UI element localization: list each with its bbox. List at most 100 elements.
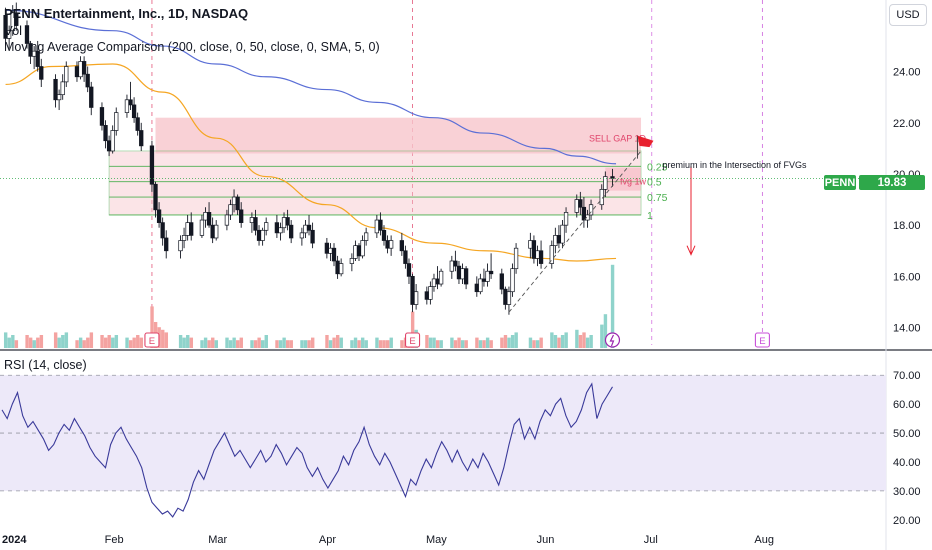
candle xyxy=(424,286,429,305)
candle-body xyxy=(260,229,265,241)
candle-body xyxy=(413,291,419,305)
x-tick-label-3: Apr xyxy=(319,534,336,546)
candle-body xyxy=(14,12,19,26)
volume-bar xyxy=(460,340,465,348)
candle xyxy=(399,232,404,256)
candle-body xyxy=(410,276,415,305)
volume-bar xyxy=(203,337,208,348)
candle-body xyxy=(124,99,130,113)
volume-bar xyxy=(139,337,144,348)
candle xyxy=(239,202,244,228)
candle xyxy=(356,243,362,261)
candle-body xyxy=(360,240,365,257)
volume-bar xyxy=(253,340,258,348)
candle xyxy=(560,220,565,249)
candle xyxy=(381,225,387,246)
candle-body xyxy=(528,240,533,249)
candle-body xyxy=(228,204,233,216)
indicator-label: Moving Average Comparison (200, close, 0… xyxy=(4,40,380,54)
candle xyxy=(449,255,454,279)
candle-body xyxy=(478,278,483,293)
candle xyxy=(513,243,519,274)
volume-bar xyxy=(78,337,83,348)
candle-body xyxy=(78,61,83,78)
volume-bar xyxy=(514,332,518,348)
candle-body xyxy=(56,94,62,101)
candle-body xyxy=(585,214,590,221)
volume-bar xyxy=(428,337,433,348)
candle-body xyxy=(331,247,337,262)
candle xyxy=(306,214,312,236)
volume-bar xyxy=(310,337,315,348)
candle xyxy=(181,227,187,249)
candle-body xyxy=(74,66,80,78)
volume-bar xyxy=(378,340,383,348)
candle-body xyxy=(139,130,144,147)
volume-bar xyxy=(132,337,136,348)
volume-bar xyxy=(182,337,186,348)
candle-body xyxy=(399,240,404,252)
candle xyxy=(485,263,490,287)
rsi-tick-label-0: 70.00 xyxy=(893,370,921,382)
candle xyxy=(153,181,158,218)
volume-bar xyxy=(164,332,169,348)
candle-body xyxy=(356,245,362,257)
candle xyxy=(588,199,594,221)
candle xyxy=(199,214,205,238)
candle-body xyxy=(214,224,219,239)
candle-body xyxy=(103,125,108,142)
volume-bar xyxy=(375,337,379,348)
volume-bar xyxy=(111,337,115,348)
volume-bar xyxy=(400,340,404,348)
volume-bar xyxy=(335,335,340,348)
fvg-zone-label: SELL GAP 1D xyxy=(589,134,647,144)
volume-bar xyxy=(389,337,393,348)
candle-body xyxy=(114,112,119,131)
volume-bar xyxy=(161,329,165,348)
candle-body xyxy=(535,250,540,259)
volume-bar xyxy=(557,337,561,348)
volume-bar xyxy=(250,340,254,348)
candle-body xyxy=(503,288,508,305)
candle-body xyxy=(603,176,608,190)
volume-bar xyxy=(36,337,40,348)
candle-body xyxy=(131,104,137,119)
candle xyxy=(303,220,308,238)
lightning-icon xyxy=(609,334,615,347)
volume-bar xyxy=(232,337,236,348)
candle xyxy=(264,217,269,236)
candle xyxy=(289,220,294,244)
fib-level-label-3: 1 xyxy=(647,210,653,222)
candle xyxy=(339,258,344,277)
volume-bar xyxy=(53,332,58,348)
candle-body xyxy=(35,50,40,67)
volume-bar xyxy=(325,335,329,348)
volume-bar xyxy=(575,329,579,348)
candle-body xyxy=(553,235,558,246)
candle xyxy=(403,245,408,269)
candle-body xyxy=(310,229,315,244)
volume-bar xyxy=(239,337,243,348)
fib-level-label-0: 0.25 xyxy=(647,161,668,173)
candle-body xyxy=(206,212,212,226)
fib-level-label-2: 0.75 xyxy=(647,192,668,204)
candle-body xyxy=(549,245,554,264)
volume-bar xyxy=(289,340,293,348)
candle xyxy=(499,268,504,295)
volume-bar xyxy=(107,335,111,348)
candle xyxy=(603,171,608,198)
candle xyxy=(385,235,390,254)
candle-body xyxy=(210,224,215,239)
candle xyxy=(164,230,169,259)
volume-bar xyxy=(535,340,540,348)
currency-button[interactable]: USD xyxy=(889,4,927,26)
candle-body xyxy=(135,117,140,131)
volume-bar xyxy=(500,337,504,348)
candle-body xyxy=(481,278,487,282)
candle-body xyxy=(249,217,255,223)
volume-bar xyxy=(61,335,65,348)
candle xyxy=(64,61,69,87)
earnings-badge-box xyxy=(754,332,770,348)
candle-body xyxy=(6,30,12,39)
